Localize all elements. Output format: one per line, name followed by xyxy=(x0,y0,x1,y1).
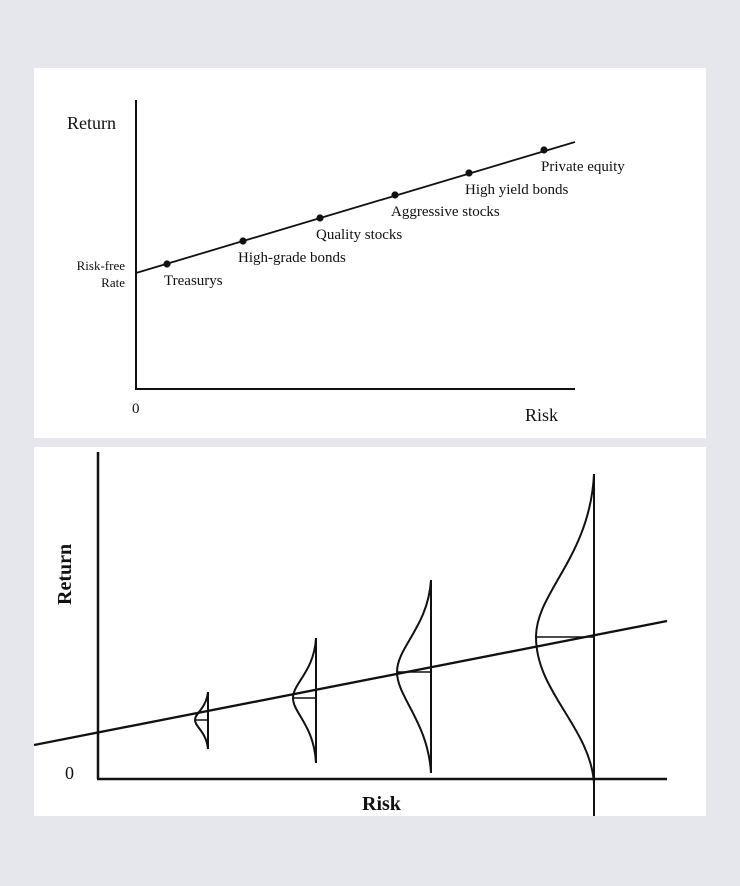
return-distribution-3 xyxy=(395,579,432,774)
risk-free-rate-label: Risk-free xyxy=(77,258,126,273)
x-axis-label: Risk xyxy=(525,405,558,425)
capital-market-line xyxy=(135,141,576,274)
point-marker xyxy=(391,191,399,199)
asset-point-aggressive-stocks: Aggressive stocks xyxy=(391,191,500,220)
point-marker xyxy=(163,260,171,268)
risk-return-line-svg: Return Risk 0 Risk-free Rate Treasurys H… xyxy=(67,100,625,425)
point-label: High yield bonds xyxy=(465,182,568,198)
point-label: High-grade bonds xyxy=(238,250,346,266)
distribution-curve xyxy=(395,579,432,774)
return-distribution-1 xyxy=(193,691,209,750)
point-label: Quality stocks xyxy=(316,227,402,243)
risk-distribution-svg: Return Risk 0 xyxy=(34,452,668,816)
risk-return-line-diagram: Return Risk 0 Risk-free Rate Treasurys H… xyxy=(34,68,706,438)
asset-point-high-grade-bonds: High-grade bonds xyxy=(238,237,346,266)
point-marker xyxy=(465,169,473,177)
point-label: Aggressive stocks xyxy=(391,204,500,220)
asset-point-high-yield-bonds: High yield bonds xyxy=(465,169,568,198)
x-axis-label: Risk xyxy=(362,793,402,815)
asset-point-quality-stocks: Quality stocks xyxy=(316,214,402,243)
distribution-curve xyxy=(534,473,595,784)
origin-label: 0 xyxy=(65,763,74,783)
return-trend-line xyxy=(34,619,668,747)
point-marker xyxy=(540,146,548,154)
point-label: Private equity xyxy=(541,159,625,175)
risk-free-rate-label-line2: Rate xyxy=(101,275,125,290)
risk-distribution-diagram: Return Risk 0 xyxy=(34,447,706,816)
point-marker xyxy=(316,214,324,222)
distribution-curve xyxy=(291,637,317,764)
return-distribution-2 xyxy=(291,637,317,764)
point-marker xyxy=(239,237,247,245)
y-axis-label: Return xyxy=(67,113,116,133)
distribution-curve xyxy=(193,691,209,750)
asset-point-treasurys: Treasurys xyxy=(163,260,223,289)
origin-label: 0 xyxy=(132,401,140,417)
asset-point-private-equity: Private equity xyxy=(540,146,625,175)
return-distribution-4 xyxy=(534,473,595,816)
point-label: Treasurys xyxy=(164,273,223,289)
y-axis-label: Return xyxy=(54,544,76,605)
